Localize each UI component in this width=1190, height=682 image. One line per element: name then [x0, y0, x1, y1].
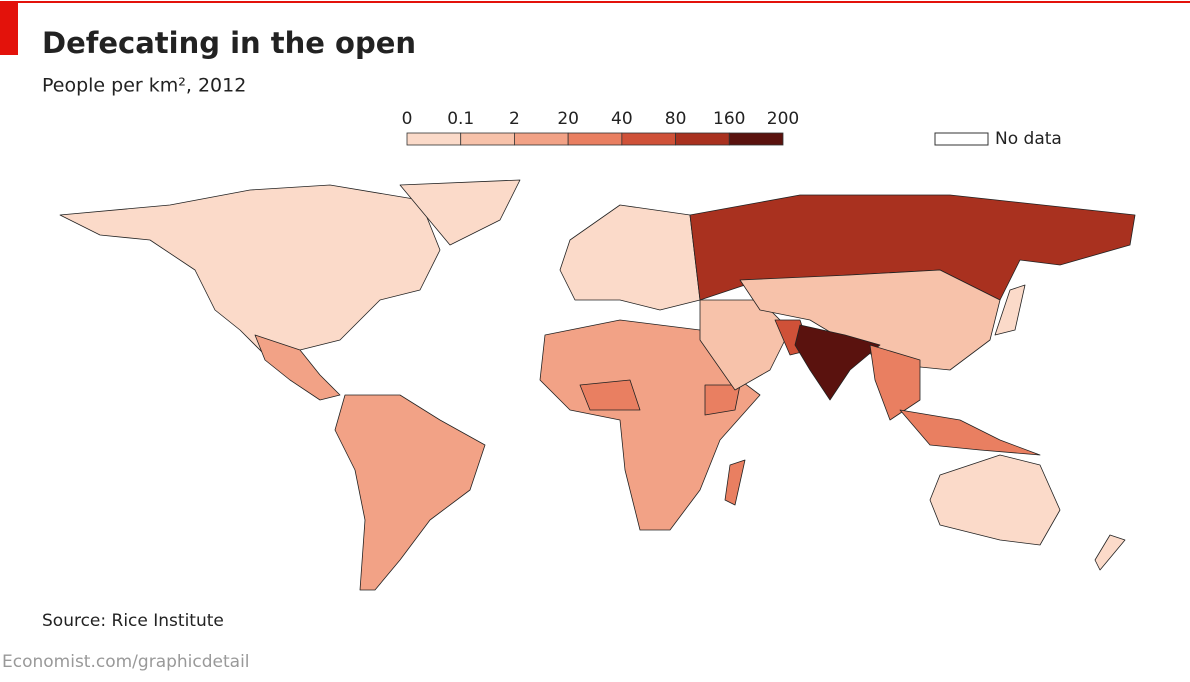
- legend-swatch: [675, 132, 730, 146]
- region: [869, 344, 921, 421]
- legend-label: 160: [713, 109, 745, 129]
- region: [1094, 534, 1126, 571]
- legend-swatch: [514, 132, 569, 146]
- legend-swatch: [728, 132, 784, 146]
- legend-swatch: [567, 132, 623, 146]
- region: [739, 269, 1001, 371]
- source: Source: Rice Institute: [42, 611, 224, 631]
- title: Defecating in the open: [42, 26, 416, 60]
- legend-label: 80: [665, 109, 687, 129]
- region: [579, 379, 641, 411]
- region: [994, 284, 1026, 336]
- region: [59, 184, 441, 361]
- credit: Economist.com/graphicdetail: [2, 652, 250, 672]
- region: [794, 324, 881, 401]
- legend-swatch: [460, 132, 515, 146]
- legend-swatch: [621, 132, 676, 146]
- legend-label: 20: [557, 109, 579, 129]
- region: [929, 454, 1061, 546]
- subtitle: People per km², 2012: [42, 75, 246, 97]
- map: [59, 179, 1136, 591]
- region: [559, 204, 701, 311]
- legend-label: 0: [402, 109, 413, 129]
- no-data-swatch: [934, 132, 989, 146]
- legend-label: 0.1: [447, 109, 474, 129]
- legend-swatch: [406, 132, 462, 146]
- red-tab: [0, 1, 18, 55]
- legend-label: 200: [767, 109, 799, 129]
- top-rule: [0, 1, 1190, 3]
- region: [899, 409, 1041, 456]
- region: [334, 394, 486, 591]
- region: [399, 179, 521, 246]
- legend-label: 2: [509, 109, 520, 129]
- region: [724, 459, 746, 506]
- legend-label: 40: [611, 109, 633, 129]
- region: [254, 334, 341, 401]
- region: [704, 384, 741, 416]
- no-data-label: No data: [995, 129, 1062, 149]
- legend: 0 0.1 2 20 40 80 160 200 No data: [402, 109, 1062, 149]
